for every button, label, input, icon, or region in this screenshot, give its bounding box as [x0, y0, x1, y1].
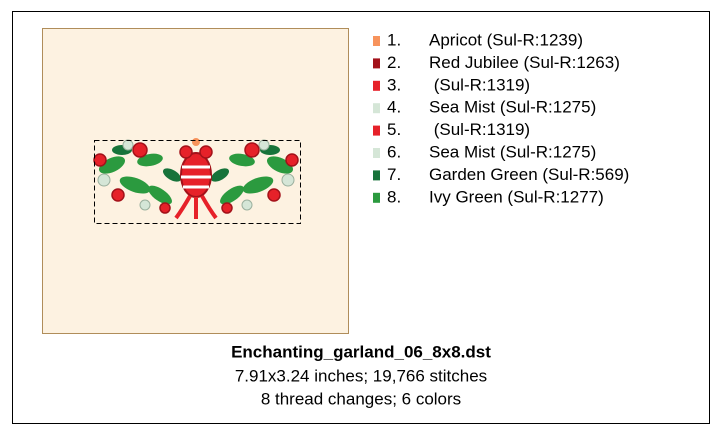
thread-name: Sea Mist (Sul-R:1275): [429, 98, 596, 117]
thread-name: Apricot (Sul-R:1239): [429, 30, 583, 49]
color-info: 8 thread changes; 6 colors: [261, 389, 461, 408]
design-bounds: [94, 140, 301, 224]
thread-name: Sea Mist (Sul-R:1275): [429, 142, 596, 161]
thread-swatch: [373, 170, 380, 181]
thread-number: 2.: [387, 53, 401, 72]
thread-number: 6.: [387, 142, 401, 161]
thread-swatch: [373, 80, 380, 91]
thread-number: 8.: [387, 187, 401, 206]
garland-design: [93, 138, 299, 220]
thread-name: Red Jubilee (Sul-R:1263): [429, 53, 620, 72]
thread-swatch: [373, 192, 380, 203]
size-info: 7.91x3.24 inches; 19,766 stitches: [235, 366, 487, 385]
thread-number: 3.: [387, 75, 401, 94]
thread-number: 7.: [387, 165, 401, 184]
thread-name: (Sul-R:1319): [429, 75, 530, 94]
thread-name: Garden Green (Sul-R:569): [429, 165, 629, 184]
thread-swatch: [373, 125, 380, 136]
thread-number: 4.: [387, 98, 401, 117]
thread-swatch: [373, 103, 380, 114]
thread-number: 1.: [387, 30, 401, 49]
thread-number: 5.: [387, 120, 401, 139]
thread-swatch: [373, 58, 380, 69]
thread-swatch: [373, 148, 380, 158]
file-name: Enchanting_garland_06_8x8.dst: [231, 342, 491, 361]
thread-swatch: [373, 36, 380, 46]
thread-name: (Sul-R:1319): [429, 120, 530, 139]
thread-name: Ivy Green (Sul-R:1277): [429, 187, 604, 206]
